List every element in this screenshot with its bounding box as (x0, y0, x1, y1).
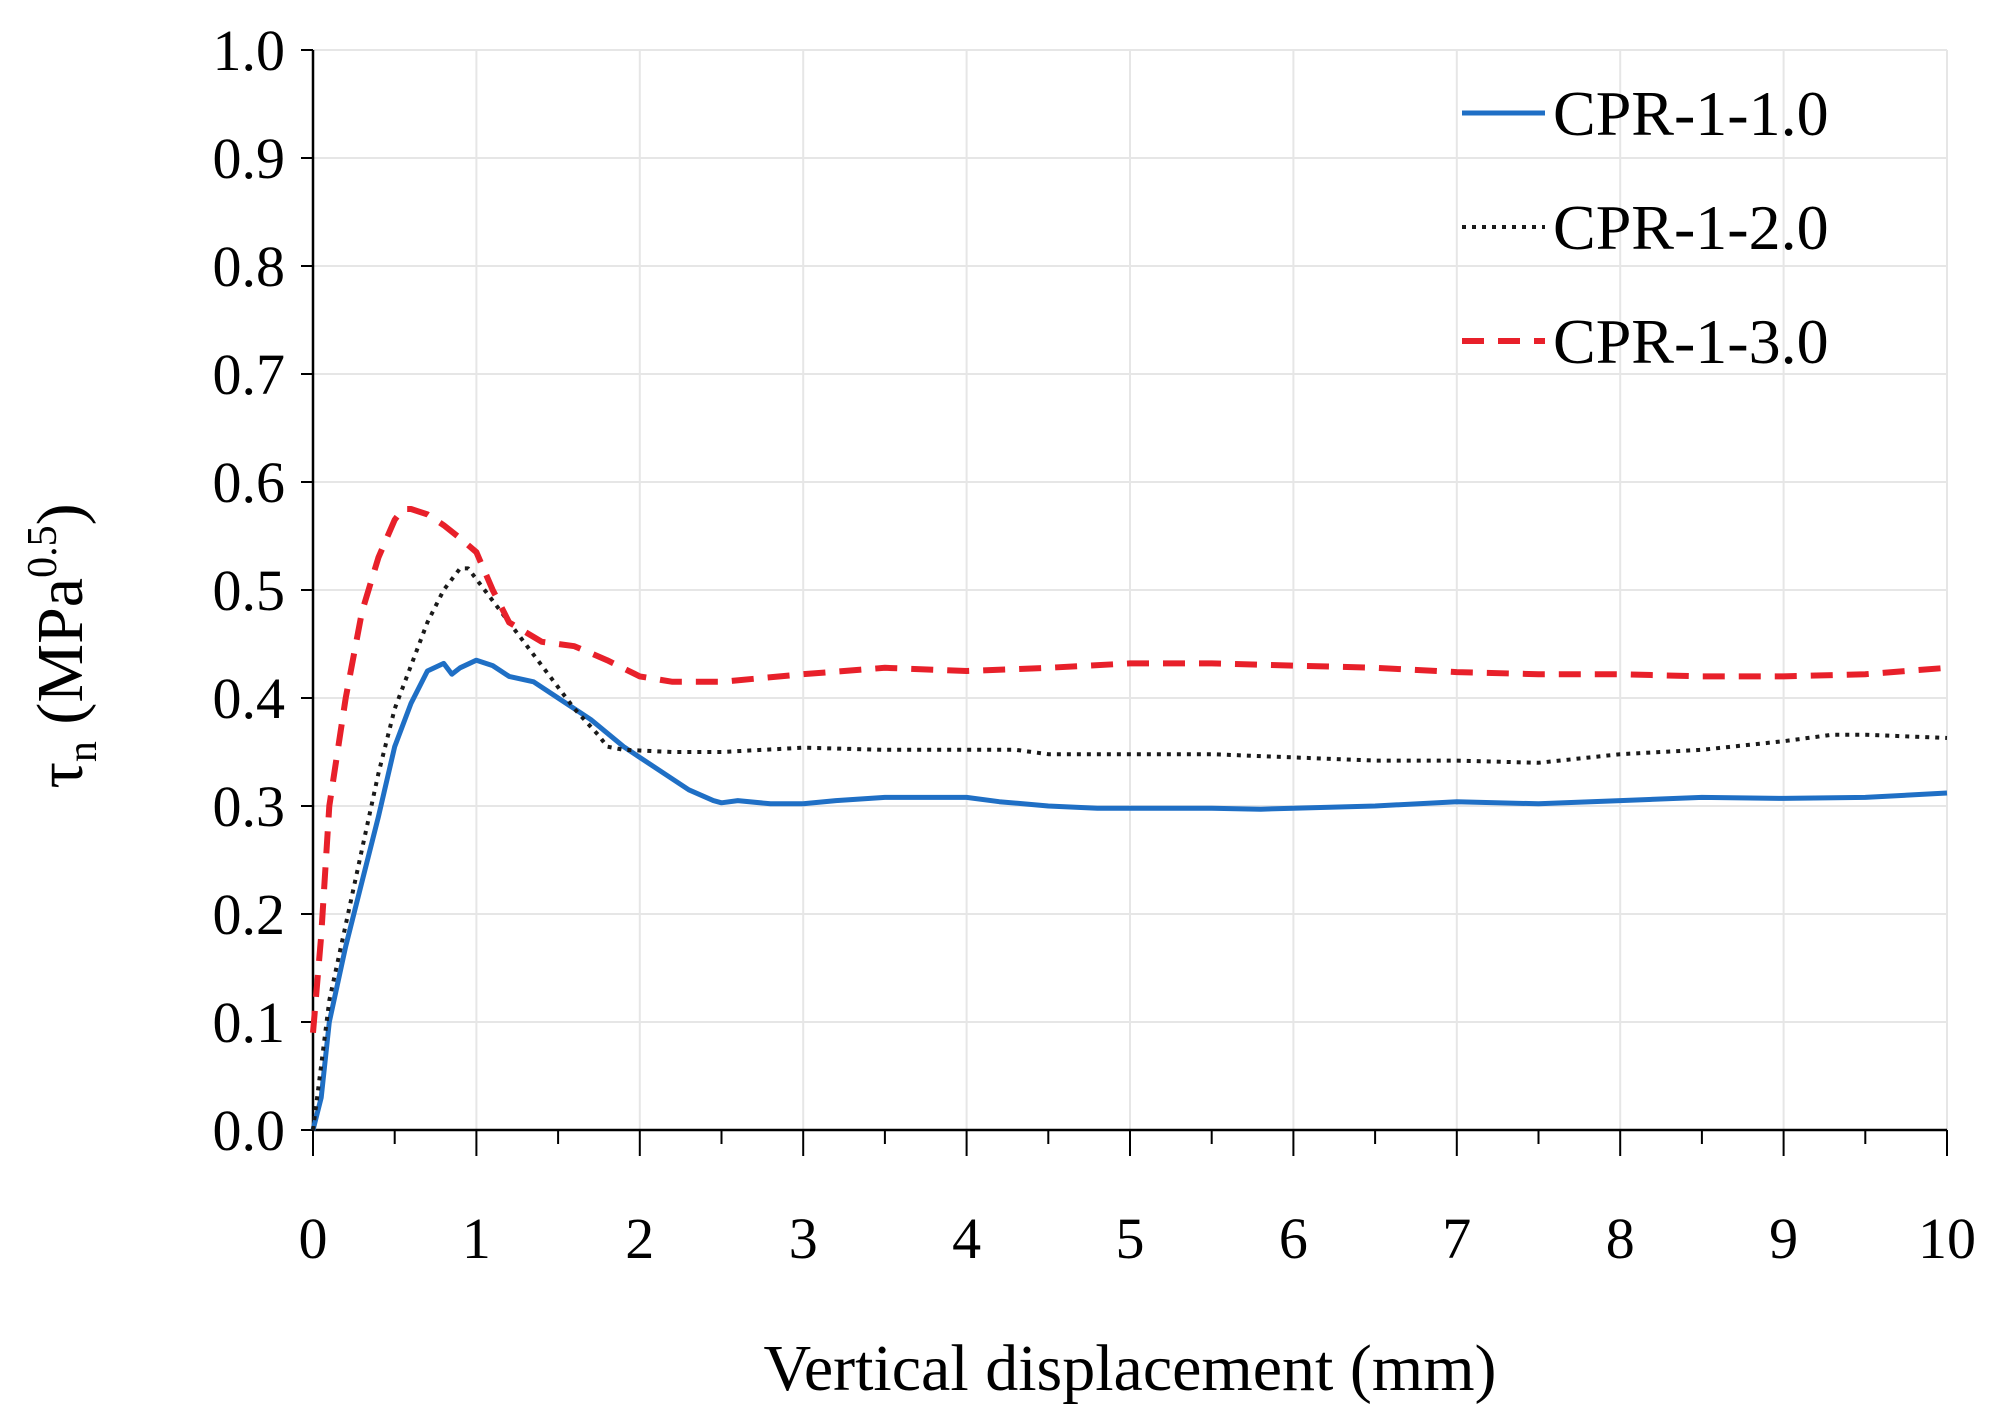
legend-label-2: CPR-1-2.0 (1553, 192, 1829, 263)
series-line-1 (310, 657, 1948, 1131)
y-tick-label: 0.3 (213, 774, 286, 839)
y-tick-label: 0.9 (213, 126, 286, 191)
x-tick-label: 10 (1918, 1206, 1976, 1271)
legend-label-1: CPR-1-1.0 (1553, 78, 1829, 149)
y-axis-title-close: ) (24, 503, 97, 525)
x-tick-label: 2 (625, 1206, 654, 1271)
y-tick-label: 0.6 (213, 450, 286, 515)
axes-layer (301, 49, 1948, 1156)
y-tick-label: 0.5 (213, 558, 286, 623)
x-tick-label: 5 (1116, 1206, 1145, 1271)
y-axis-title-symbol: τ (24, 762, 97, 789)
legend: CPR-1-1.0 CPR-1-2.0 CPR-1-3.0 (1462, 78, 1829, 377)
y-tick-label: 0.1 (213, 990, 286, 1055)
y-axis-title-subscript: n (60, 741, 106, 762)
x-tick-label: 6 (1279, 1206, 1308, 1271)
y-axis-title: τn (MPa0.5) (20, 503, 106, 788)
x-tick-label: 3 (789, 1206, 818, 1271)
tick-label-layer: 0.0 0.1 0.2 0.3 0.4 0.5 0.6 0.7 0.8 0.9 1.0 0 1 2 3 4 5 6… (213, 18, 1977, 1271)
y-tick-label: 0.2 (213, 882, 286, 947)
y-tick-label: 0.8 (213, 234, 286, 299)
x-tick-label: 9 (1769, 1206, 1798, 1271)
legend-label-3: CPR-1-3.0 (1553, 306, 1829, 377)
x-tick-label: 7 (1442, 1206, 1471, 1271)
y-axis-title-unit: (MPa (24, 578, 97, 741)
x-tick-label: 0 (299, 1206, 328, 1271)
y-tick-label: 0.0 (213, 1098, 286, 1163)
y-axis-title-group: τn (MPa0.5) (20, 503, 106, 788)
x-tick-label: 8 (1606, 1206, 1635, 1271)
y-axis-title-superscript: 0.5 (20, 525, 66, 578)
x-tick-label: 1 (462, 1206, 491, 1271)
x-axis-title: Vertical displacement (mm) (763, 1332, 1496, 1405)
y-tick-label: 0.4 (213, 666, 286, 731)
series-layer (310, 506, 1948, 1131)
y-tick-label: 0.7 (213, 342, 286, 407)
series-line-3 (310, 506, 1948, 1034)
y-tick-label: 1.0 (213, 18, 286, 83)
x-tick-label: 4 (952, 1206, 981, 1271)
